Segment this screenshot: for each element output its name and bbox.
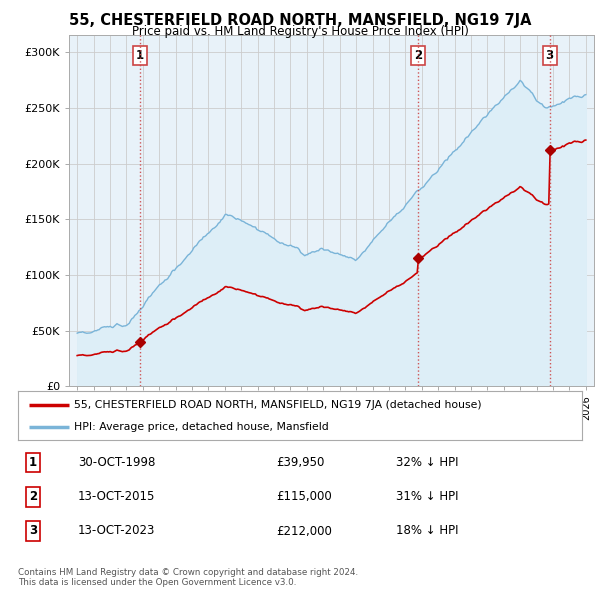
Text: 55, CHESTERFIELD ROAD NORTH, MANSFIELD, NG19 7JA (detached house): 55, CHESTERFIELD ROAD NORTH, MANSFIELD, … — [74, 399, 482, 409]
Text: 13-OCT-2015: 13-OCT-2015 — [78, 490, 155, 503]
Text: 1: 1 — [29, 456, 37, 469]
Text: 31% ↓ HPI: 31% ↓ HPI — [396, 490, 458, 503]
Text: 3: 3 — [29, 525, 37, 537]
Text: Price paid vs. HM Land Registry's House Price Index (HPI): Price paid vs. HM Land Registry's House … — [131, 25, 469, 38]
Text: 55, CHESTERFIELD ROAD NORTH, MANSFIELD, NG19 7JA: 55, CHESTERFIELD ROAD NORTH, MANSFIELD, … — [69, 13, 531, 28]
Text: £39,950: £39,950 — [276, 456, 325, 469]
Text: 13-OCT-2023: 13-OCT-2023 — [78, 525, 155, 537]
Text: £115,000: £115,000 — [276, 490, 332, 503]
Text: 18% ↓ HPI: 18% ↓ HPI — [396, 525, 458, 537]
Text: 2: 2 — [29, 490, 37, 503]
Text: HPI: Average price, detached house, Mansfield: HPI: Average price, detached house, Mans… — [74, 422, 329, 432]
Text: 1: 1 — [136, 50, 144, 63]
Text: Contains HM Land Registry data © Crown copyright and database right 2024.
This d: Contains HM Land Registry data © Crown c… — [18, 568, 358, 587]
Text: 30-OCT-1998: 30-OCT-1998 — [78, 456, 155, 469]
Text: £212,000: £212,000 — [276, 525, 332, 537]
Text: 32% ↓ HPI: 32% ↓ HPI — [396, 456, 458, 469]
Text: 2: 2 — [414, 50, 422, 63]
Text: 3: 3 — [545, 50, 554, 63]
